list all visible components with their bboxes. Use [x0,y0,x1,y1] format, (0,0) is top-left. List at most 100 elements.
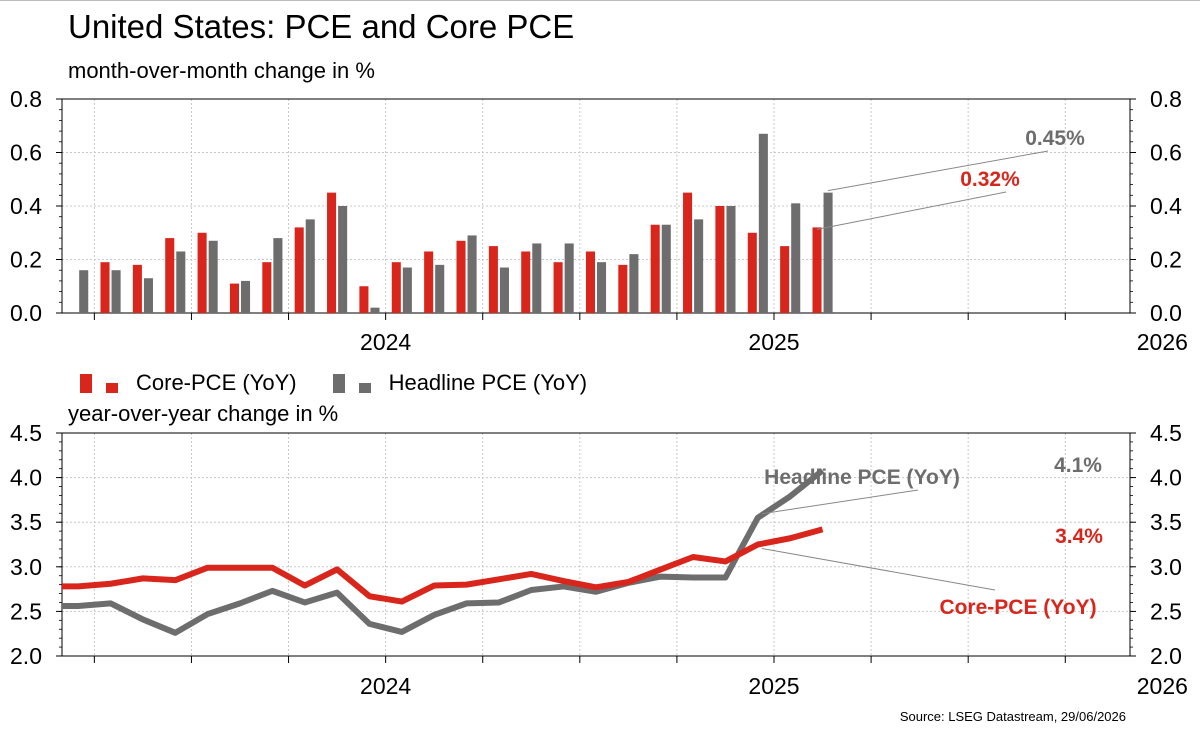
bar-ytick-label-right: 0.4 [1150,193,1182,219]
bar-core [197,232,207,313]
line-ytick-label-left: 2.0 [10,643,42,669]
bar-headline [661,224,671,313]
bar-core [747,232,757,313]
legend-label-core: Core-PCE (YoY) [136,370,297,395]
bar-headline [273,238,283,313]
bar-panel [56,98,1136,320]
bar-core [294,227,304,313]
line-ytick-label-right: 4.0 [1150,465,1182,491]
top-panel-subtitle: month-over-month change in % [68,58,375,83]
line-xtick-label: 2026 [1137,673,1188,699]
line-ytick-label-right: 3.0 [1150,554,1182,580]
bar-ytick-label-left: 0.2 [10,247,42,273]
bar-core [553,262,563,313]
bar-core [359,286,369,313]
source-note: Source: LSEG Datastream, 29/06/2026 [899,709,1126,724]
bar-core [165,238,175,313]
line-panel [56,432,1136,663]
line-core [62,526,824,605]
bar-ytick-label-left: 0.4 [10,193,42,219]
bar-ytick-label-right: 0.6 [1150,140,1182,166]
bar-annotation-leader-headline [827,150,1049,192]
legend-swatch-core [80,373,118,393]
bar-headline [370,307,380,313]
line-plot-frame [61,432,1131,657]
legend-item-headline: Headline PCE (YoY) [332,370,588,396]
line-ytick-label-right: 2.5 [1150,598,1182,624]
bar-headline [241,280,251,313]
line-ytick-label-right: 2.0 [1150,643,1182,669]
bar-headline [305,219,315,313]
bar-headline [532,243,542,313]
bar-core [650,224,660,313]
bar-core [132,264,142,313]
line-ytick-label-left: 2.5 [10,598,42,624]
bar-core [812,227,822,313]
legend: Core-PCE (YoY) Headline PCE (YoY) [80,368,623,398]
bar-ytick-label-right: 0.8 [1150,86,1182,112]
bar-core [618,264,628,313]
bar-core [424,251,434,313]
line-annotation-leader-core [761,548,996,591]
chart-title: United States: PCE and Core PCE [68,8,575,45]
bar-core [683,192,693,313]
bar-ytick-label-right: 0.2 [1150,247,1182,273]
bar-headline [726,206,736,313]
line-annotation-leader-headline [761,489,919,515]
bar-core [100,262,110,313]
bar-headline [694,219,704,313]
bar-ytick-label-left: 0.6 [10,140,42,166]
bar-headline [208,240,218,313]
bar-core [262,262,272,313]
bar-headline [176,251,186,313]
legend-item-core: Core-PCE (YoY) [80,370,297,396]
bar-headline [111,270,121,313]
bar-headline [499,267,509,313]
bar-annotation-leader-core [816,191,1007,230]
bar-xtick-label: 2026 [1137,329,1188,355]
bar-xtick-label: 2025 [748,329,799,355]
bar-ytick-label-left: 0.8 [10,86,42,112]
line-annotation-headline-label: Headline PCE (YoY) [764,466,960,489]
line-ytick-label-right: 4.5 [1150,420,1182,446]
bar-core [521,251,531,313]
bar-headline [467,235,477,313]
bar-core [229,283,239,313]
line-headline [62,468,825,636]
bar-plot-frame [61,98,1131,314]
bar-ytick-label-left: 0.0 [10,300,42,326]
bar-headline [435,264,445,313]
bar-core [391,262,401,313]
bar-core [327,192,337,313]
bottom-panel-subtitle: year-over-year change in % [68,401,339,426]
line-annotation-core-label: Core-PCE (YoY) [939,596,1096,619]
line-ytick-label-left: 4.5 [10,420,42,446]
bar-ytick-label-right: 0.0 [1150,300,1182,326]
bar-headline [564,243,574,313]
top-border [0,0,1200,1]
legend-label-headline: Headline PCE (YoY) [388,370,588,395]
bar-core [585,251,595,313]
line-xtick-label: 2024 [360,673,411,699]
line-ytick-label-left: 3.5 [10,509,42,535]
bar-core [488,246,498,313]
line-ytick-label-right: 3.5 [1150,509,1182,535]
bar-core [780,246,790,313]
bar-headline [823,192,833,313]
bar-headline [143,278,153,313]
line-annotation-core-value: 3.4% [1055,525,1103,548]
line-ytick-label-left: 3.0 [10,554,42,580]
bar-headline [597,262,607,313]
bar-headline [402,267,412,313]
bar-headline [758,133,768,313]
bar-xtick-label: 2024 [360,329,411,355]
bar-core [715,206,725,313]
bar-headline [629,254,639,313]
bar-headline [338,206,348,313]
bar-headline [79,270,89,313]
legend-swatch-headline [332,373,371,393]
line-annotation-headline-value: 4.1% [1054,454,1102,477]
bar-annotation-core: 0.32% [960,168,1020,191]
bar-annotation-headline: 0.45% [1025,127,1085,150]
